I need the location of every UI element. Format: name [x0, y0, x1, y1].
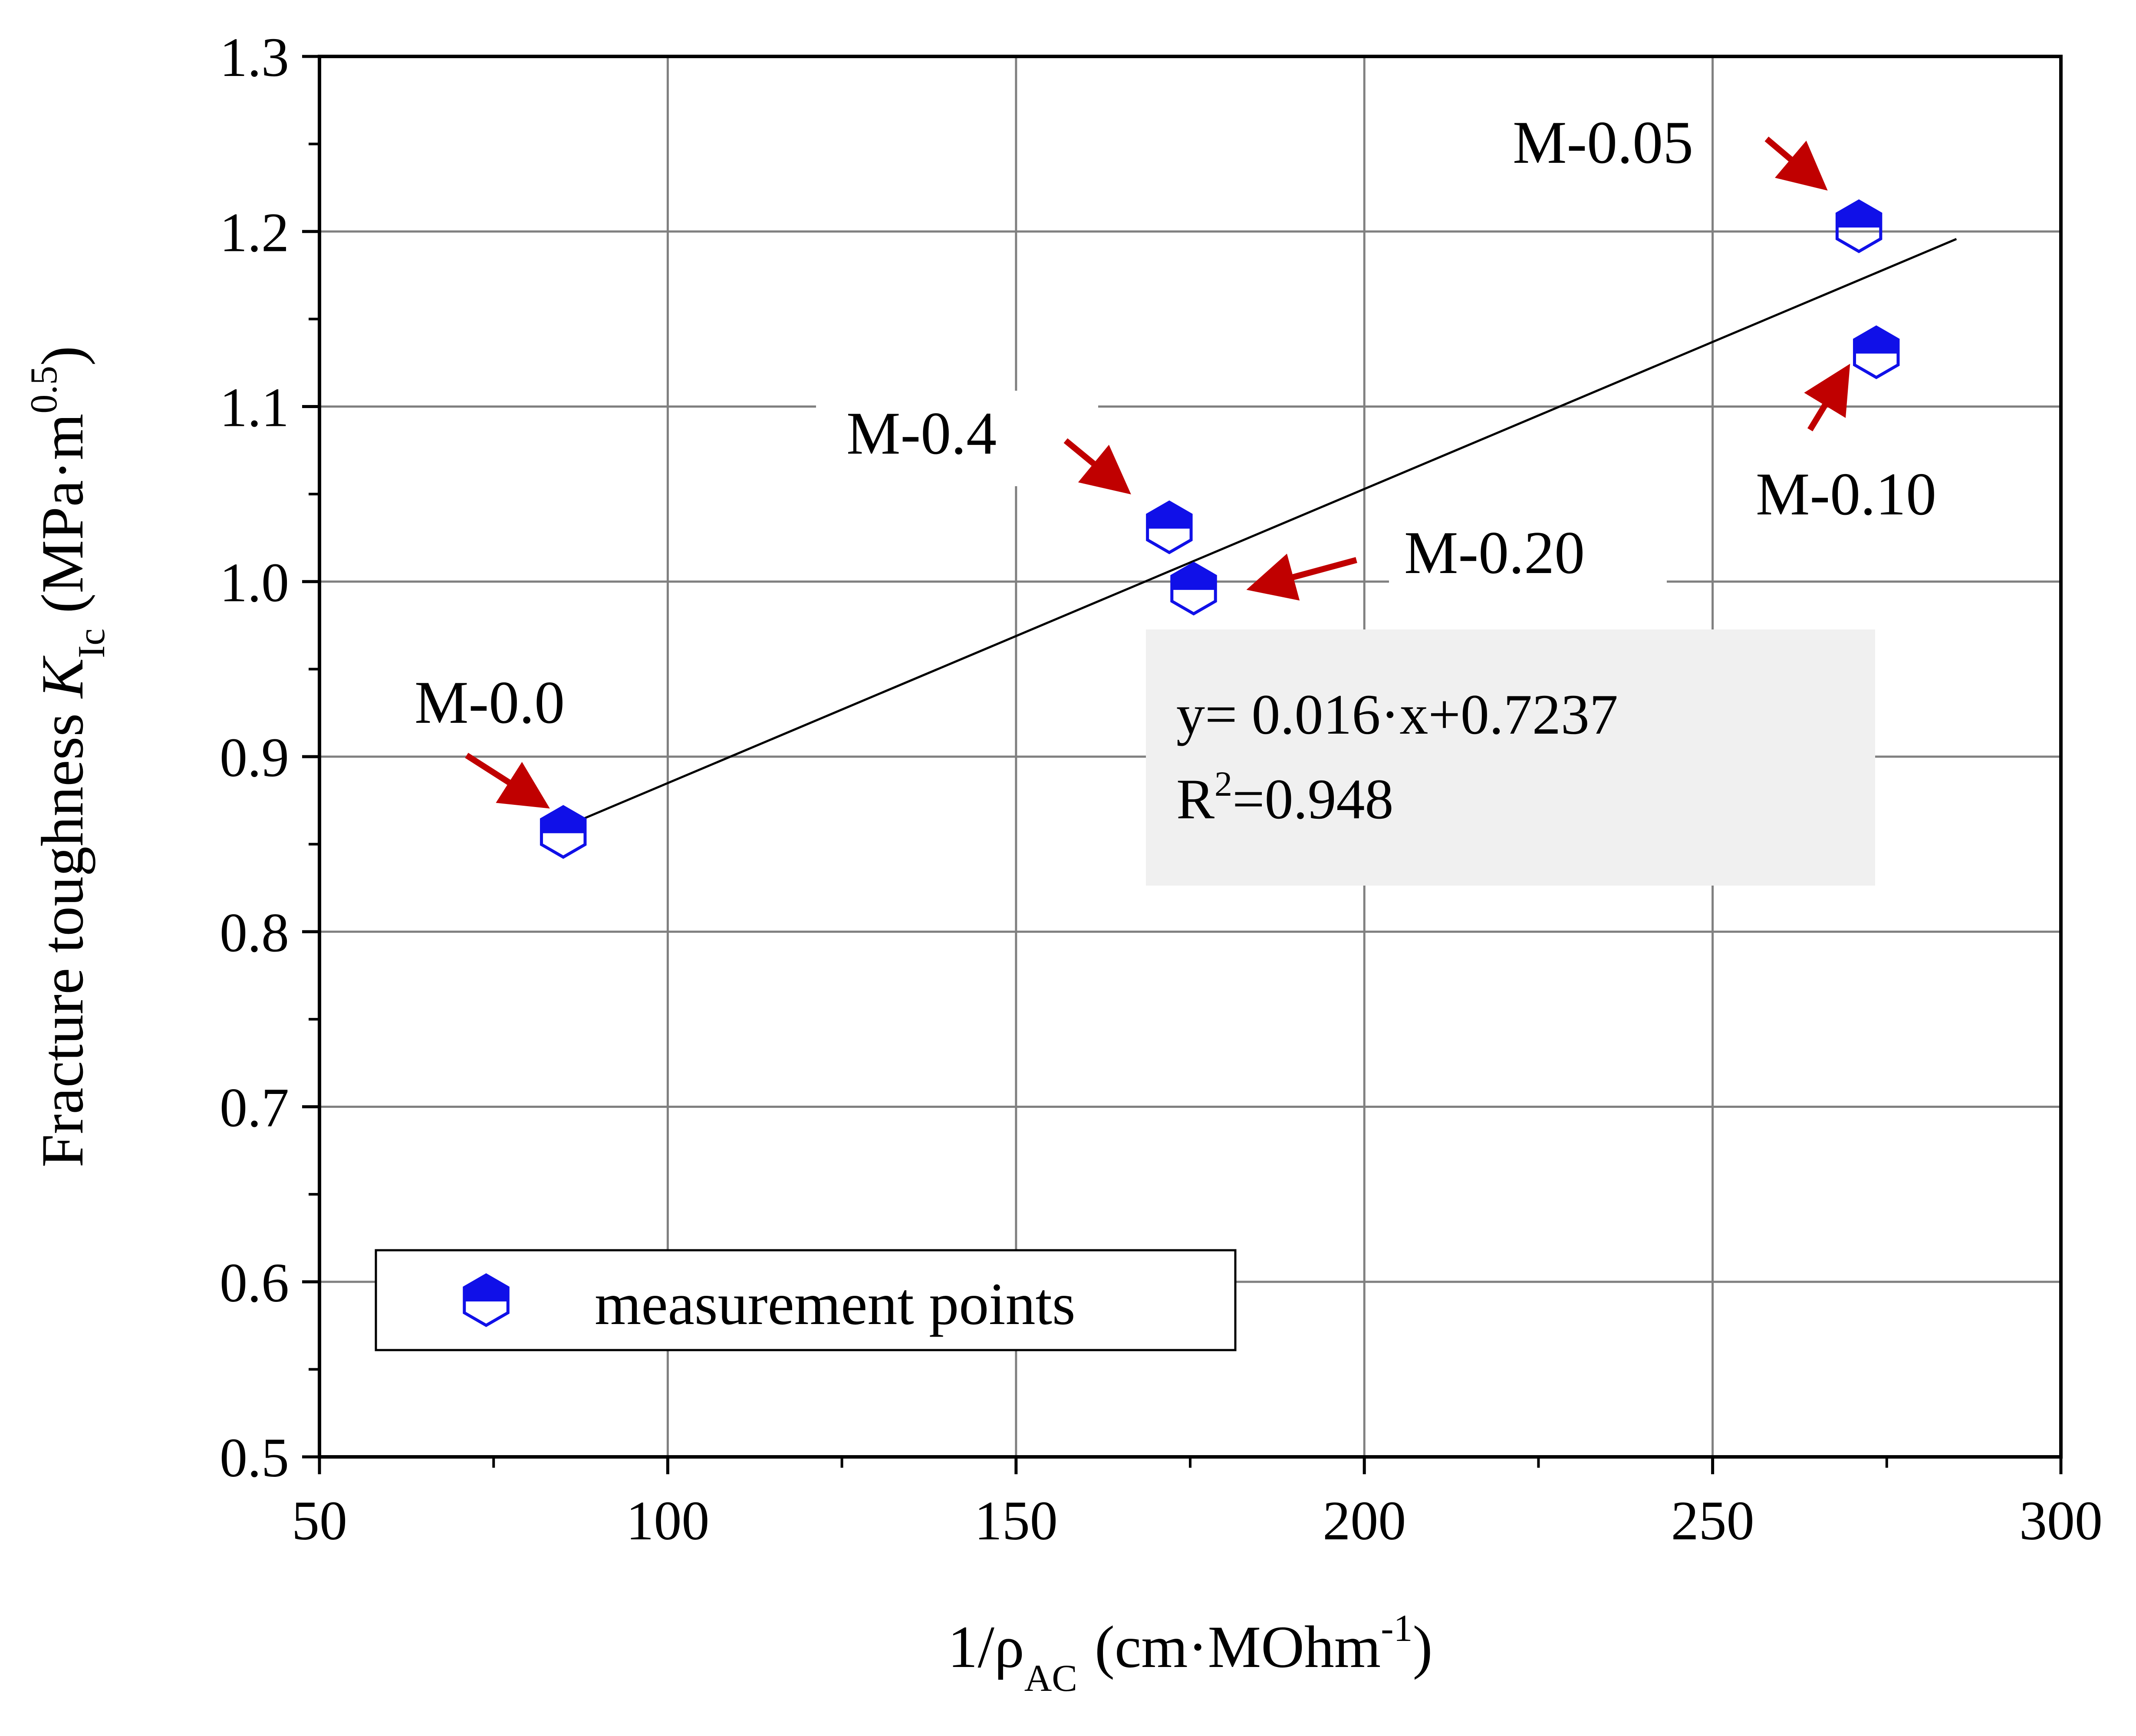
legend-label: measurement points [595, 1271, 1076, 1337]
equation-box: y= 0.016·x+0.7237 R2=0.948 [1146, 629, 1875, 886]
arrow-m-0-10 [1804, 364, 1850, 432]
y-tick-label: 0.6 [220, 1252, 289, 1314]
legend-point-icon [463, 1273, 510, 1328]
x-tick-label: 300 [2019, 1490, 2103, 1552]
x-tick-label: 50 [292, 1490, 347, 1552]
annotations: M-0.0 M-0.4 M-0.20 M-0.05 M-0.10 [415, 109, 1936, 809]
y-tick-label: 1.1 [220, 377, 289, 438]
x-tick-label: 200 [1323, 1490, 1406, 1552]
plot-frame [318, 55, 2063, 1459]
data-points [540, 199, 1900, 859]
label-m-0-05: M-0.05 [1513, 109, 1693, 176]
x-axis-title: 1/ρAC (cm·MOhm-1) [948, 1608, 1433, 1700]
legend-box [375, 1249, 1237, 1351]
arrow-m-0-4 [1063, 438, 1131, 494]
legend-marker [463, 1273, 510, 1328]
legend: measurement points [375, 1249, 1237, 1351]
regression-line [563, 238, 1957, 828]
arrow-m-0-20 [1246, 553, 1357, 601]
y-tick-label: 1.2 [220, 201, 289, 263]
data-point [1835, 199, 1883, 254]
y-tick-label: 0.9 [220, 727, 289, 788]
data-point [1170, 561, 1217, 616]
label-backgrounds [816, 391, 1667, 595]
label-m-0-10: M-0.10 [1756, 461, 1936, 528]
y-tick-label: 0.7 [220, 1077, 289, 1139]
x-tick-label: 100 [626, 1490, 709, 1552]
equation-text: y= 0.016·x+0.7237 [1176, 682, 1618, 746]
y-tick-label: 0.8 [220, 902, 289, 963]
label-m-0-4: M-0.4 [846, 400, 997, 467]
x-tick-label: 250 [1671, 1490, 1754, 1552]
label-m-0-20: M-0.20 [1404, 519, 1585, 586]
y-tick-label: 1.3 [220, 26, 289, 88]
arrow-m-0-05 [1764, 136, 1828, 191]
arrow-m-0-0 [465, 753, 550, 809]
data-point [540, 805, 587, 859]
y-axis-title: Fracture toughnessKIc(MPa·m0.5) [23, 346, 113, 1168]
r-squared-text: R2=0.948 [1176, 764, 1394, 831]
y-tick-label: 1.0 [220, 552, 289, 613]
x-tick-label: 150 [974, 1490, 1058, 1552]
y-tick-label: 0.5 [220, 1427, 289, 1489]
data-point [1853, 325, 1900, 379]
data-point [1146, 500, 1193, 554]
axis-ticks: 50 100 150 200 250 300 0.5 0.6 0.7 0.8 0.9 1.0 1.1 1.… [220, 26, 2103, 1552]
label-m-0-0: M-0.0 [415, 669, 565, 736]
